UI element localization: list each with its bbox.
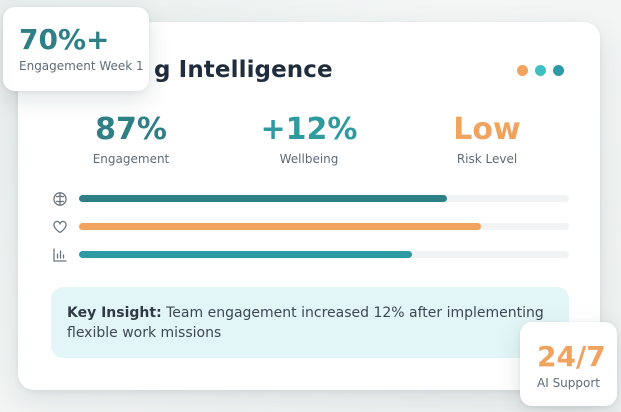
- engagement-week1-badge: 70%+ Engagement Week 1: [3, 7, 149, 91]
- bar-row-risk: [52, 247, 569, 263]
- badge-value: 24/7: [537, 340, 606, 373]
- progress-track: [79, 195, 569, 202]
- orange-dot: [517, 65, 528, 76]
- progress-track: [79, 223, 569, 230]
- brain-icon: [52, 191, 68, 207]
- intelligence-card: g Intelligence 87% Engagement +12% Wellb…: [18, 22, 600, 390]
- metric-value: +12%: [260, 112, 358, 147]
- badge-value: 70%+: [19, 23, 110, 56]
- progress-fill: [79, 223, 481, 230]
- badge-label: AI Support: [537, 376, 600, 390]
- metric-value: 87%: [95, 112, 167, 147]
- metric-label: Risk Level: [456, 152, 518, 166]
- progress-fill: [79, 251, 413, 258]
- metric-engagement: 87% Engagement: [51, 112, 211, 166]
- heart-icon: [52, 219, 68, 235]
- insight-text: Team engagement increased 12% after impl…: [67, 305, 544, 341]
- metric-label: Wellbeing: [279, 152, 339, 166]
- badge-label: Engagement Week 1: [19, 59, 144, 73]
- insight-label: Key Insight:: [67, 305, 162, 321]
- key-insight-box: Key Insight: Team engagement increased 1…: [51, 287, 569, 358]
- progress-fill: [79, 195, 447, 202]
- bar-chart-icon: [52, 247, 68, 263]
- dark-teal-dot: [553, 65, 564, 76]
- bar-row-engagement: [52, 191, 569, 207]
- metric-risk-level: Low Risk Level: [407, 112, 567, 166]
- metric-label: Engagement: [92, 152, 170, 166]
- teal-dot: [535, 65, 546, 76]
- metric-value: Low: [453, 112, 521, 147]
- window-dots: [517, 65, 564, 76]
- metric-wellbeing: +12% Wellbeing: [229, 112, 389, 166]
- bar-row-wellbeing: [52, 219, 569, 235]
- progress-track: [79, 251, 569, 258]
- ai-support-badge: 24/7 AI Support: [520, 322, 617, 406]
- card-title: g Intelligence: [154, 57, 333, 83]
